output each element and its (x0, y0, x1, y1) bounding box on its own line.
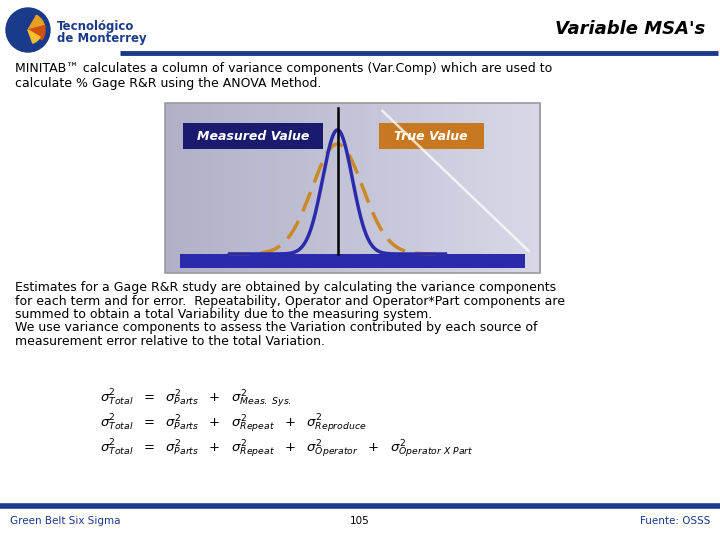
Bar (325, 103, 335, 273)
Wedge shape (28, 30, 40, 43)
Bar (165, 103, 540, 273)
Bar (379, 123, 484, 149)
Text: measurement error relative to the total Variation.: measurement error relative to the total … (15, 335, 325, 348)
Text: Measured Value: Measured Value (197, 130, 309, 143)
Bar (193, 103, 204, 273)
Bar (493, 103, 503, 273)
Wedge shape (28, 15, 45, 30)
Text: $\sigma^{2}_{Total}\ \ =\ \ \sigma^{2}_{Parts}\ \ +\ \ \sigma^{2}_{Meas.\ Sys.}$: $\sigma^{2}_{Total}\ \ =\ \ \sigma^{2}_{… (100, 388, 292, 410)
Bar (221, 103, 232, 273)
Text: 105: 105 (350, 516, 370, 526)
Text: We use variance components to assess the Variation contributed by each source of: We use variance components to assess the… (15, 321, 538, 334)
Bar (277, 103, 288, 273)
Bar (202, 103, 213, 273)
Text: Variable MSA's: Variable MSA's (554, 20, 705, 38)
Bar (212, 103, 222, 273)
Bar (418, 103, 428, 273)
Circle shape (6, 8, 50, 52)
Bar (315, 103, 325, 273)
Bar (240, 103, 251, 273)
Bar (381, 103, 391, 273)
Text: Fuente: OSSS: Fuente: OSSS (639, 516, 710, 526)
Bar (296, 103, 307, 273)
Bar (287, 103, 297, 273)
Bar (437, 103, 447, 273)
Text: Tecnológico: Tecnológico (57, 20, 135, 33)
Bar (409, 103, 419, 273)
Text: for each term and for error.  Repeatability, Operator and Operator*Part componen: for each term and for error. Repeatabili… (15, 294, 565, 307)
Bar (180, 254, 525, 268)
Bar (184, 103, 194, 273)
Bar (531, 103, 541, 273)
Text: MINITAB™ calculates a column of variance components (Var.Comp) which are used to: MINITAB™ calculates a column of variance… (15, 62, 552, 90)
Bar (183, 123, 323, 149)
Bar (305, 103, 316, 273)
Bar (521, 103, 531, 273)
Bar (503, 103, 513, 273)
Text: summed to obtain a total Variability due to the measuring system.: summed to obtain a total Variability due… (15, 308, 432, 321)
Bar (343, 103, 354, 273)
Bar (268, 103, 279, 273)
Bar (230, 103, 241, 273)
Bar (400, 103, 410, 273)
Text: $\sigma^{2}_{Total}\ \ =\ \ \sigma^{2}_{Parts}\ \ +\ \ \sigma^{2}_{Repeat}\ \ +\: $\sigma^{2}_{Total}\ \ =\ \ \sigma^{2}_{… (100, 438, 474, 460)
Bar (484, 103, 494, 273)
Text: Green Belt Six Sigma: Green Belt Six Sigma (10, 516, 120, 526)
Bar (446, 103, 456, 273)
Text: Estimates for a Gage R&R study are obtained by calculating the variance componen: Estimates for a Gage R&R study are obtai… (15, 281, 556, 294)
Bar (372, 103, 382, 273)
Wedge shape (28, 25, 45, 40)
Bar (390, 103, 400, 273)
Text: $\sigma^{2}_{Total}\ \ =\ \ \sigma^{2}_{Parts}\ \ +\ \ \sigma^{2}_{Repeat}\ \ +\: $\sigma^{2}_{Total}\ \ =\ \ \sigma^{2}_{… (100, 413, 366, 435)
Bar (465, 103, 475, 273)
Text: de Monterrey: de Monterrey (57, 32, 147, 45)
Bar (249, 103, 260, 273)
Bar (174, 103, 185, 273)
Bar (474, 103, 485, 273)
Bar (165, 103, 176, 273)
Bar (353, 103, 363, 273)
Bar (258, 103, 269, 273)
Bar (456, 103, 466, 273)
Text: True Value: True Value (395, 130, 468, 143)
Bar (428, 103, 438, 273)
Bar (512, 103, 522, 273)
Bar (362, 103, 372, 273)
Bar (334, 103, 344, 273)
